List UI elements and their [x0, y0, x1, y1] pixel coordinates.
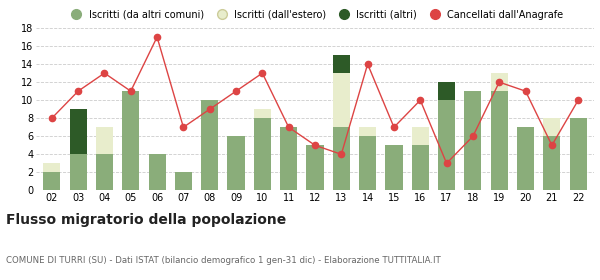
- Bar: [491, 91, 508, 190]
- Bar: [569, 118, 587, 190]
- Text: Flusso migratorio della popolazione: Flusso migratorio della popolazione: [6, 213, 286, 227]
- Bar: [333, 127, 350, 190]
- Bar: [544, 118, 560, 136]
- Bar: [517, 127, 534, 190]
- Bar: [254, 118, 271, 190]
- Bar: [43, 172, 61, 190]
- Bar: [412, 127, 429, 145]
- Bar: [280, 127, 297, 190]
- Bar: [96, 154, 113, 190]
- Bar: [333, 73, 350, 127]
- Bar: [359, 136, 376, 190]
- Bar: [307, 145, 323, 190]
- Bar: [254, 109, 271, 118]
- Bar: [333, 55, 350, 73]
- Bar: [122, 91, 139, 190]
- Bar: [227, 136, 245, 190]
- Bar: [464, 91, 481, 190]
- Bar: [43, 163, 61, 172]
- Bar: [201, 100, 218, 190]
- Bar: [491, 73, 508, 91]
- Bar: [385, 145, 403, 190]
- Bar: [544, 136, 560, 190]
- Bar: [438, 100, 455, 190]
- Bar: [438, 82, 455, 100]
- Bar: [175, 172, 192, 190]
- Bar: [96, 127, 113, 154]
- Bar: [412, 145, 429, 190]
- Bar: [359, 127, 376, 136]
- Bar: [70, 109, 86, 154]
- Bar: [70, 154, 86, 190]
- Legend: Iscritti (da altri comuni), Iscritti (dall'estero), Iscritti (altri), Cancellati: Iscritti (da altri comuni), Iscritti (da…: [67, 10, 563, 20]
- Text: COMUNE DI TURRI (SU) - Dati ISTAT (bilancio demografico 1 gen-31 dic) - Elaboraz: COMUNE DI TURRI (SU) - Dati ISTAT (bilan…: [6, 256, 441, 265]
- Bar: [149, 154, 166, 190]
